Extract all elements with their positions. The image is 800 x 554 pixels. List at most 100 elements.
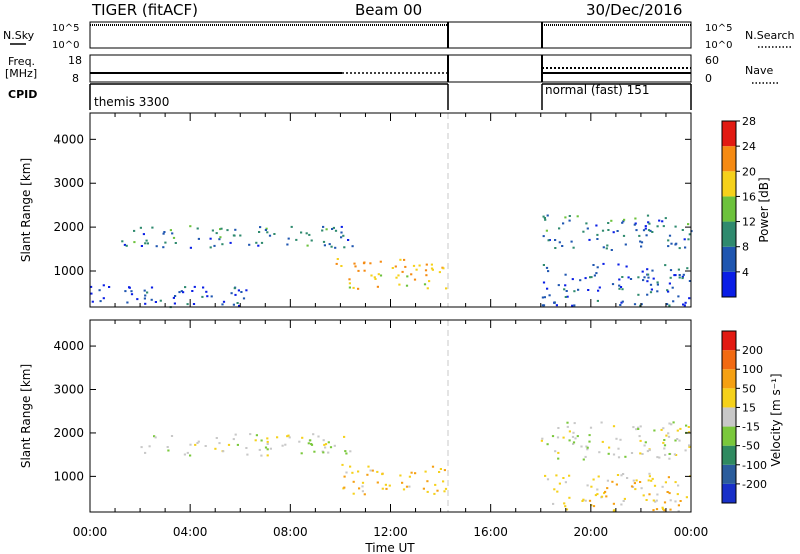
vel-blobs-cell: [309, 439, 312, 442]
vel-blobs-cell: [266, 448, 269, 451]
vel-blobs-cell: [310, 443, 313, 445]
colorbar-tick-label: 24: [742, 140, 756, 153]
vel-blobs-cell: [589, 426, 593, 429]
colorbar-swatch: [722, 464, 736, 484]
vel-blobs-cell: [663, 444, 667, 447]
freq-label-2: [MHz]: [5, 67, 37, 80]
power-blobs-cell: [415, 268, 418, 271]
power-blobs-cell: [373, 276, 376, 279]
power-blobs-cell: [162, 232, 165, 235]
freq-tick-top: 18: [68, 54, 82, 67]
vel-blobs-cell: [594, 494, 597, 497]
power-blobs-cell: [180, 290, 183, 293]
power-colorbar: 4 8 12 16 20 24 28: [721, 115, 756, 298]
power-blobs-cell: [612, 231, 615, 234]
power-blobs-cell: [130, 293, 134, 296]
power-blobs-cell: [347, 239, 350, 241]
vel-blobs-cell: [349, 450, 352, 453]
power-blobs-cell: [577, 288, 580, 291]
vel-blobs-cell: [662, 508, 665, 511]
power-blobs-cell: [592, 264, 595, 266]
power-blobs-cell: [268, 234, 272, 237]
power-blobs-cell: [564, 273, 567, 276]
power-blobs-cell: [328, 243, 331, 246]
ytick-label: 2000: [53, 426, 84, 440]
power-blobs-cell: [130, 290, 133, 293]
vel-blobs-cell: [641, 453, 644, 455]
power-blobs-cell: [633, 303, 637, 306]
vel-blobs-cell: [574, 437, 577, 440]
power-blobs-cell: [193, 285, 196, 288]
power-blobs-cell: [126, 301, 129, 304]
date-label: 30/Dec/2016: [586, 1, 682, 19]
power-blobs-cell: [647, 276, 650, 279]
colorbar-frame: [721, 120, 737, 298]
vel-blobs-cell: [349, 465, 352, 468]
vel-blobs-cell: [576, 435, 579, 438]
power-blobs-cell: [273, 233, 276, 235]
vel-blobs-cell: [307, 442, 310, 445]
vel-blobs-cell: [301, 436, 304, 439]
vel-blobs-cell: [613, 509, 616, 512]
power-blobs-cell: [287, 237, 290, 240]
vel-blobs-cell: [444, 487, 448, 490]
power-blobs-cell: [335, 262, 338, 265]
power-blobs-cell: [542, 215, 545, 218]
power-blobs-cell: [610, 219, 613, 222]
power-blobs-cell: [150, 298, 153, 301]
power-frame: [89, 112, 692, 308]
vel-blobs-cell: [568, 439, 571, 442]
vel-blobs-cell: [313, 450, 316, 453]
vel-blobs-cell: [557, 451, 560, 454]
vel-blobs-cell: [597, 475, 600, 478]
vel-blobs-cell: [656, 493, 659, 496]
power-blobs-cell: [369, 262, 372, 265]
power-blobs-cell: [154, 301, 157, 303]
vel-blobs-cell: [196, 442, 199, 444]
power-blobs-cell: [564, 284, 567, 287]
power-blobs-cell: [651, 269, 654, 272]
ytick-label: 4000: [53, 132, 84, 146]
vel-blobs-cell: [258, 448, 261, 451]
vel-blobs-cell: [148, 445, 151, 448]
velocity-ylabel: Slant Range [km]: [19, 364, 33, 468]
colorbar-swatch: [722, 407, 736, 427]
power-blobs-cell: [605, 247, 608, 250]
vel-blobs-cell: [343, 475, 346, 478]
vel-blobs-cell: [620, 503, 623, 506]
colorbar-frame: [721, 330, 737, 504]
power-blobs-cell: [146, 242, 149, 245]
vel-blobs-cell: [438, 471, 441, 473]
vel-blobs-cell: [388, 484, 391, 487]
power-blobs-cell: [610, 249, 613, 251]
xtick-label: 12:00: [373, 525, 408, 539]
power-blobs-cell: [546, 214, 549, 217]
power-blobs-cell: [430, 267, 434, 270]
vel-blobs-cell: [194, 443, 197, 446]
vel-blobs-cell: [167, 449, 170, 452]
nsearch-tick-bottom: 10^0: [705, 40, 732, 51]
vel-blobs-cell: [678, 439, 681, 442]
power-blobs-cell: [640, 303, 643, 306]
vel-blobs-cell: [385, 487, 388, 490]
power-blobs-cell: [543, 296, 546, 299]
power-blobs-cell: [576, 215, 579, 218]
vel-blobs-cell: [612, 453, 616, 456]
power-blobs-cell: [546, 287, 549, 290]
power-blobs-cell: [108, 286, 111, 288]
power-blobs-cell: [357, 269, 360, 272]
power-blobs-cell: [133, 229, 136, 232]
ytick-label: 1000: [53, 469, 84, 483]
vel-blobs-cell: [639, 452, 642, 455]
power-blobs-cell: [558, 227, 561, 230]
vel-blobs-cell: [327, 441, 330, 444]
power-blobs-cell: [146, 291, 149, 294]
vel-blobs-cell: [153, 435, 156, 438]
power-blobs-cell: [672, 300, 675, 303]
velocity-axis: 1000 2000 3000 4000: [53, 320, 692, 512]
power-blobs-cell: [637, 293, 640, 296]
power-blobs-cell: [644, 225, 647, 228]
vel-blobs-cell: [592, 505, 596, 508]
nsky-strip: N.Sky 10^5 10^0 10^5 10^0 N.Search: [3, 21, 795, 51]
power-blobs-cell: [688, 280, 691, 282]
